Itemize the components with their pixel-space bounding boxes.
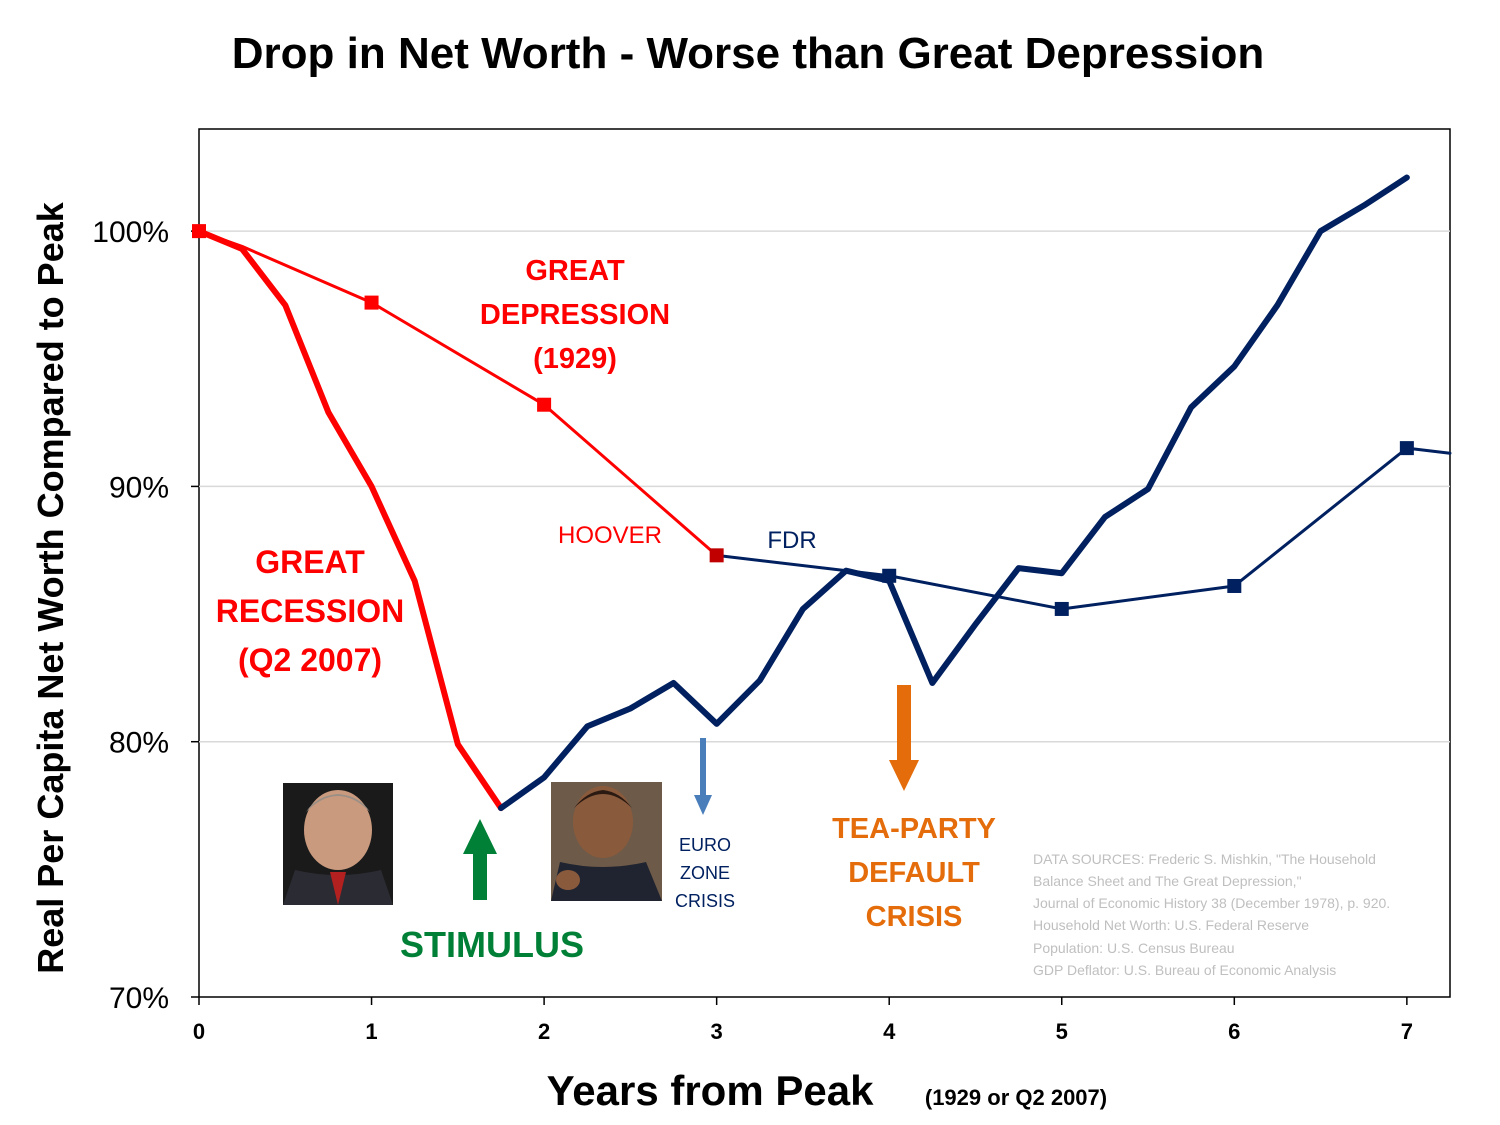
x-axis-ticks: 0 1 2 3 4 5 6 7 <box>193 997 1413 1044</box>
annotation-great-depression-line-3: (1929) <box>533 343 617 375</box>
x-tick-label: 6 <box>1228 1019 1240 1044</box>
data-sources-line-2: Balance Sheet and The Great Depression," <box>1033 873 1302 889</box>
series-line-great-recession-early <box>196 228 504 812</box>
annotation-tea-party-line-3: CRISIS <box>866 901 963 933</box>
series-lines <box>196 174 1452 812</box>
data-sources-line-6: GDP Deflator: U.S. Bureau of Economic An… <box>1033 962 1336 978</box>
annotation-tea-party: TEA-PARTY DEFAULT CRISIS <box>832 813 996 933</box>
x-axis-label: Years from Peak <box>547 1067 875 1114</box>
annotation-euro-zone-line-1: EURO <box>679 835 731 855</box>
annotation-stimulus: STIMULUS <box>400 924 584 965</box>
series-marker-great-depression <box>1227 578 1242 593</box>
annotation-great-depression-line-2: DEPRESSION <box>480 299 670 331</box>
plot-area <box>198 128 1451 998</box>
y-axis-ticks: 70% 80% 90% 100% <box>92 216 199 1015</box>
annotation-great-recession-line-1: GREAT <box>255 544 365 580</box>
x-tick-label: 1 <box>365 1019 377 1044</box>
data-sources: DATA SOURCES: Frederic S. Mishkin, "The … <box>1033 851 1390 978</box>
annotation-great-recession: GREAT RECESSION (Q2 2007) <box>216 544 404 678</box>
x-tick-label: 3 <box>711 1019 723 1044</box>
tea-party-arrow-icon <box>889 685 919 791</box>
data-sources-line-3: Journal of Economic History 38 (December… <box>1033 895 1390 911</box>
x-tick-label: 5 <box>1056 1019 1068 1044</box>
x-axis-label-note: (1929 or Q2 2007) <box>925 1085 1107 1110</box>
series-line-great-depression-early <box>197 229 719 557</box>
annotation-great-depression-line-1: GREAT <box>525 255 625 287</box>
obama-portrait-image <box>551 782 662 901</box>
series-marker-great-depression <box>1054 601 1069 616</box>
series-marker-great-depression <box>192 224 206 239</box>
chart-title: Drop in Net Worth - Worse than Great Dep… <box>232 29 1265 78</box>
y-tick-label: 80% <box>109 727 169 760</box>
annotation-euro-zone-line-3: CRISIS <box>675 891 735 911</box>
stimulus-arrow-icon <box>463 819 497 900</box>
x-tick-label: 7 <box>1401 1019 1413 1044</box>
data-sources-line-1: DATA SOURCES: Frederic S. Mishkin, "The … <box>1033 851 1376 867</box>
y-tick-label: 70% <box>109 982 169 1015</box>
annotation-euro-zone: EURO ZONE CRISIS <box>675 835 735 911</box>
annotation-great-recession-line-3: (Q2 2007) <box>238 642 382 678</box>
series-markers <box>192 224 1414 616</box>
series-marker-great-depression <box>1399 441 1414 456</box>
data-sources-line-4: Household Net Worth: U.S. Federal Reserv… <box>1033 917 1309 933</box>
annotation-euro-zone-line-2: ZONE <box>680 863 730 883</box>
annotation-fdr: FDR <box>767 527 816 554</box>
x-tick-label: 2 <box>538 1019 550 1044</box>
gridlines <box>199 230 1450 743</box>
annotation-great-depression: GREAT DEPRESSION (1929) <box>480 255 670 375</box>
series-marker-great-depression <box>882 568 897 583</box>
series-marker-great-depression <box>709 548 724 563</box>
annotation-tea-party-line-2: DEFAULT <box>848 857 980 889</box>
series-line-great-recession-late <box>497 174 1410 812</box>
series-marker-great-depression <box>364 295 379 310</box>
y-tick-label: 90% <box>109 471 169 504</box>
y-axis-label: Real Per Capita Net Worth Compared to Pe… <box>30 201 71 974</box>
annotation-great-recession-line-2: RECESSION <box>216 593 404 629</box>
bush-portrait-image <box>283 783 393 905</box>
euro-zone-arrow-icon <box>694 738 712 815</box>
series-marker-great-depression <box>537 397 552 412</box>
y-tick-label: 100% <box>92 216 169 249</box>
annotation-hoover: HOOVER <box>558 522 662 549</box>
x-tick-label: 0 <box>193 1019 205 1044</box>
x-tick-label: 4 <box>883 1019 896 1044</box>
data-sources-line-5: Population: U.S. Census Bureau <box>1033 940 1235 956</box>
annotation-tea-party-line-1: TEA-PARTY <box>832 813 996 845</box>
